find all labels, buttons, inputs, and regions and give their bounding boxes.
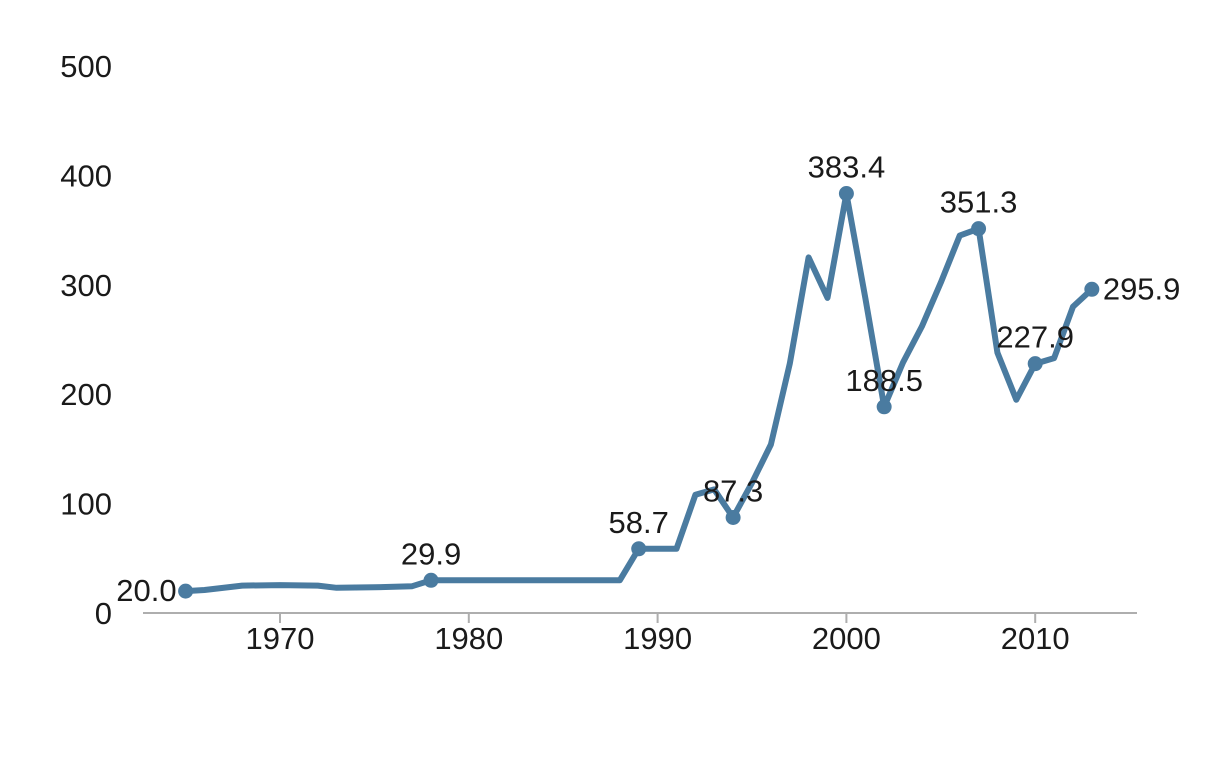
data-point-label: 351.3 [940,185,1018,220]
y-tick-label: 200 [60,377,112,412]
y-tick-label: 400 [60,158,112,193]
y-tick-label: 300 [60,268,112,303]
x-tick-label: 2010 [1001,621,1070,656]
y-tick-label: 0 [95,596,112,631]
data-point-label: 188.5 [845,363,923,398]
data-point-marker [178,583,194,599]
data-point-label: 87.3 [703,473,763,508]
data-point-label: 295.9 [1103,271,1181,306]
data-point-marker [971,221,987,237]
data-point-marker [838,186,854,202]
x-tick-label: 2000 [812,621,881,656]
x-tick-label: 1980 [434,621,503,656]
data-point-label: 29.9 [401,536,461,571]
data-point-marker [876,399,892,415]
data-point-label: 227.9 [996,320,1074,355]
data-point-marker [725,509,741,525]
x-tick-label: 1970 [246,621,315,656]
data-point-marker [1027,356,1043,372]
data-point-label: 383.4 [808,150,886,185]
data-line [182,190,1095,595]
x-tick-label: 1990 [623,621,692,656]
y-tick-label: 100 [60,487,112,522]
data-point-marker [631,541,647,557]
y-tick-label: 500 [60,49,112,84]
data-point-label: 20.0 [116,573,176,608]
data-point-label: 58.7 [609,505,669,540]
data-point-marker [423,572,439,588]
data-point-marker [1084,281,1100,297]
